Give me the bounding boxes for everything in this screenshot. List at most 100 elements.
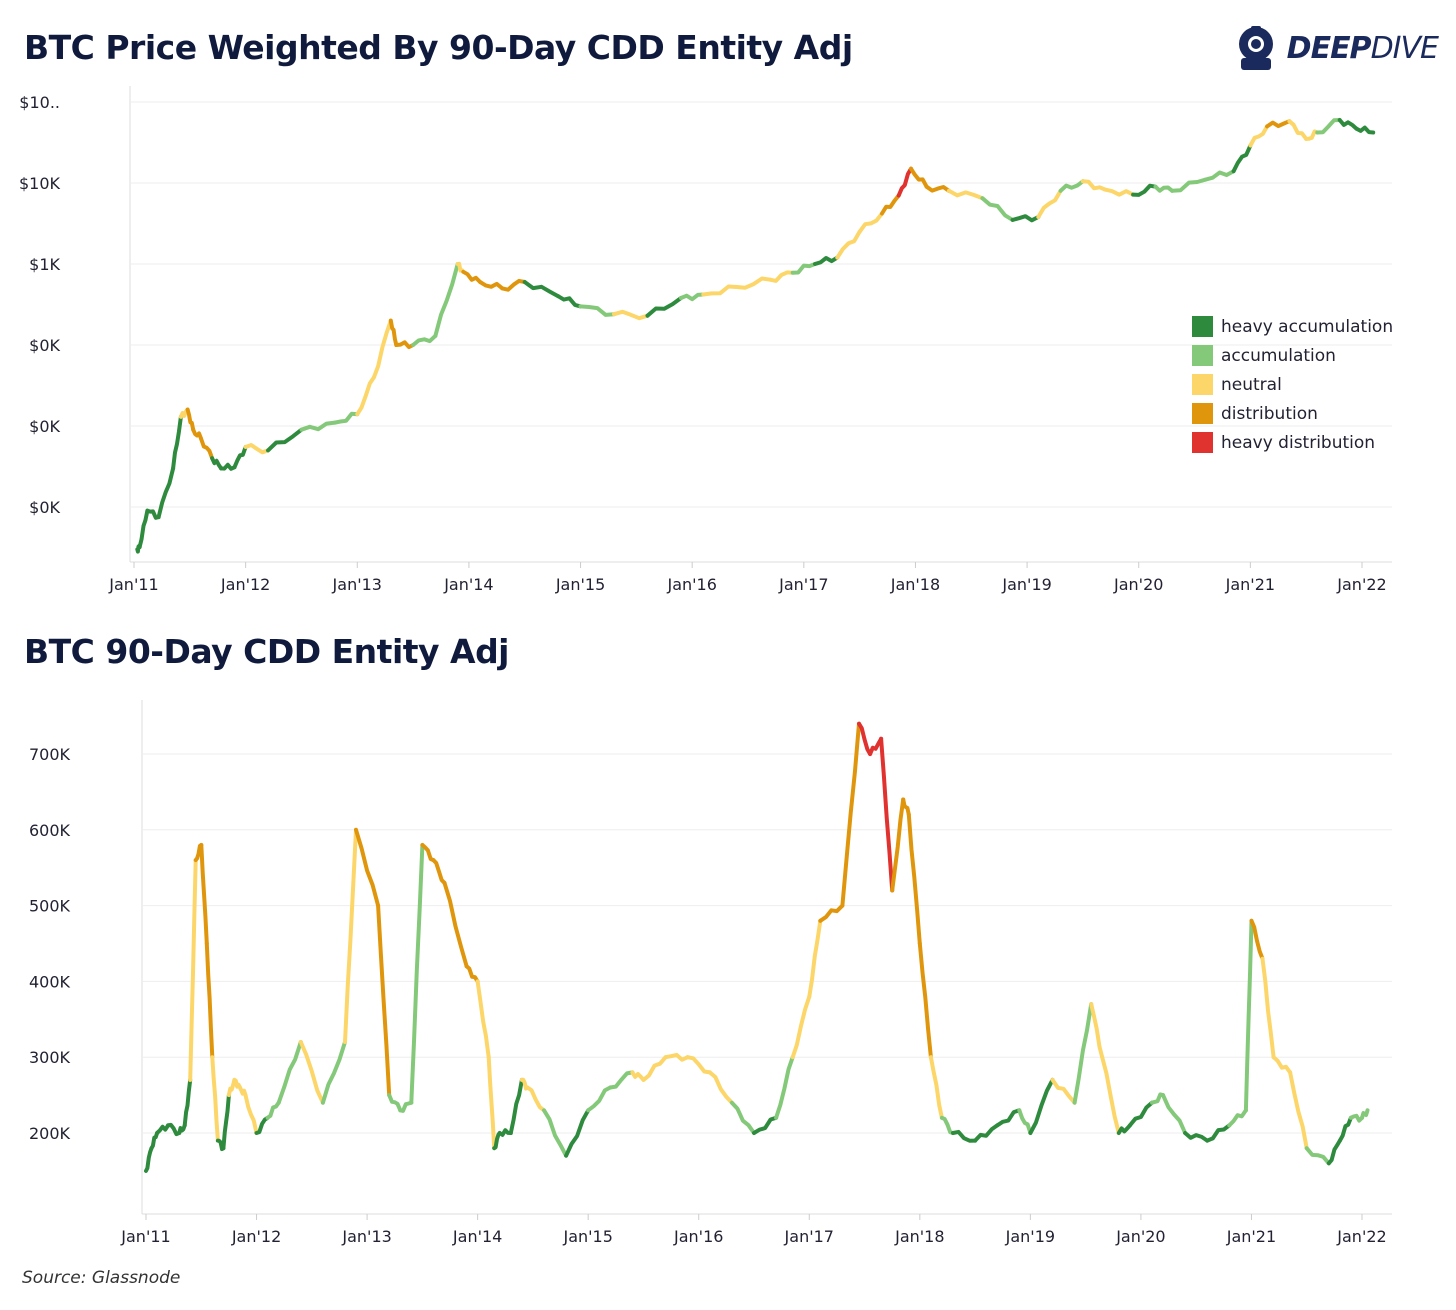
line-segment: [199, 436, 215, 461]
line-segment: [177, 1123, 187, 1135]
line-segment: [171, 414, 183, 471]
line-segment: [508, 1077, 524, 1135]
line-segment: [995, 1108, 1022, 1128]
line-segment: [556, 294, 583, 309]
line-segment: [752, 1115, 779, 1135]
line-segment: [1243, 918, 1254, 1113]
line-segment: [500, 278, 527, 292]
line-segment: [1315, 118, 1342, 135]
line-segment: [343, 827, 358, 1044]
line-segment: [868, 736, 884, 756]
legend: heavy accumulation accumulation neutral dis…: [1192, 312, 1393, 457]
line-segment: [1337, 1115, 1353, 1143]
line-segment: [219, 462, 237, 471]
x-tick-label: Jan'20: [1115, 1227, 1165, 1246]
legend-swatch: [1192, 316, 1213, 337]
line-segment: [1205, 1123, 1232, 1143]
legend-swatch: [1192, 374, 1213, 395]
x-tick-label: Jan'22: [1336, 575, 1386, 594]
line-segment: [398, 1100, 414, 1113]
line-segment: [790, 994, 812, 1060]
line-segment: [857, 211, 884, 234]
legend-item: accumulation: [1192, 341, 1393, 370]
line-segment: [813, 255, 840, 266]
line-segment: [182, 1077, 193, 1128]
line-segment: [564, 1108, 591, 1158]
y-tick-label: $0K: [29, 498, 60, 517]
chart1-title: BTC Price Weighted By 90-Day CDD Entity …: [24, 28, 853, 67]
line-segment: [840, 721, 861, 908]
chart2-title: BTC 90-Day CDD Entity Adj: [24, 632, 510, 671]
line-segment: [276, 1040, 303, 1105]
line-segment: [409, 843, 425, 1105]
line-segment: [1231, 143, 1253, 174]
line-segment: [896, 166, 913, 198]
line-segment: [1260, 956, 1276, 1060]
line-segment: [1089, 1002, 1105, 1060]
x-tick-label: Jan'11: [108, 575, 158, 594]
x-tick-label: Jan'18: [894, 1227, 944, 1246]
legend-label: neutral: [1221, 374, 1282, 395]
x-tick-label: Jan'12: [220, 575, 270, 594]
line-segment: [774, 1055, 795, 1120]
line-segment: [149, 1131, 160, 1151]
line-segment: [243, 1093, 259, 1135]
line-segment: [1288, 1070, 1309, 1151]
line-segment: [1072, 1002, 1094, 1105]
line-segment: [1249, 918, 1265, 961]
line-segment: [980, 196, 1015, 222]
line-segment: [1028, 1077, 1055, 1135]
line-segment: [909, 166, 929, 189]
line-segment: [1161, 1093, 1188, 1135]
y-tick-label: $0K: [29, 417, 60, 436]
line-segment: [376, 903, 392, 1098]
line-segment: [372, 318, 393, 380]
line-segment: [707, 1070, 734, 1105]
brand-logo: DEEPDIVE: [1235, 24, 1439, 72]
line-segment: [320, 1040, 347, 1105]
x-tick-label: Jan'19: [1005, 1227, 1055, 1246]
x-tick-label: Jan'22: [1336, 1227, 1386, 1246]
line-segment: [641, 1055, 668, 1082]
line-segment: [1100, 1055, 1121, 1135]
line-segment: [939, 1115, 955, 1135]
line-segment: [685, 1055, 712, 1075]
line-segment: [221, 1093, 231, 1151]
line-segment: [578, 304, 616, 317]
legend-label: heavy accumulation: [1221, 316, 1394, 337]
line-segment: [238, 1085, 248, 1098]
line-segment: [185, 407, 196, 432]
line-segment: [431, 858, 447, 885]
line-segment: [137, 508, 150, 550]
legend-item: heavy distribution: [1192, 428, 1393, 457]
line-segment: [880, 193, 901, 216]
line-segment: [630, 1070, 646, 1082]
y-tick-label: $10..: [19, 93, 60, 112]
line-segment: [388, 318, 399, 347]
line-segment: [144, 1146, 154, 1173]
line-segment: [917, 941, 933, 1060]
line-segment: [232, 1077, 242, 1090]
x-tick-label: Jan'14: [452, 1227, 502, 1246]
line-segment: [475, 979, 491, 1060]
line-segment: [1116, 1123, 1132, 1135]
x-tick-label: Jan'19: [1001, 575, 1051, 594]
line-segment: [166, 1122, 182, 1137]
line-segment: [645, 296, 683, 318]
x-tick-label: Jan'21: [1225, 575, 1275, 594]
line-segment: [946, 188, 985, 201]
line-segment: [1360, 1108, 1370, 1120]
line-segment: [1348, 1113, 1364, 1123]
line-segment: [522, 280, 561, 299]
line-segment: [188, 858, 198, 1082]
line-segment: [254, 1115, 270, 1135]
line-segment: [901, 797, 911, 817]
line-segment: [1103, 187, 1136, 197]
line-segment: [394, 340, 416, 350]
x-tick-label: Jan'12: [231, 1227, 281, 1246]
x-tick-label: Jan'17: [778, 575, 828, 594]
line-segment: [210, 1055, 220, 1143]
legend-label: accumulation: [1221, 345, 1336, 366]
y-tick-label: $1K: [29, 255, 60, 274]
x-tick-label: Jan'16: [673, 1227, 723, 1246]
